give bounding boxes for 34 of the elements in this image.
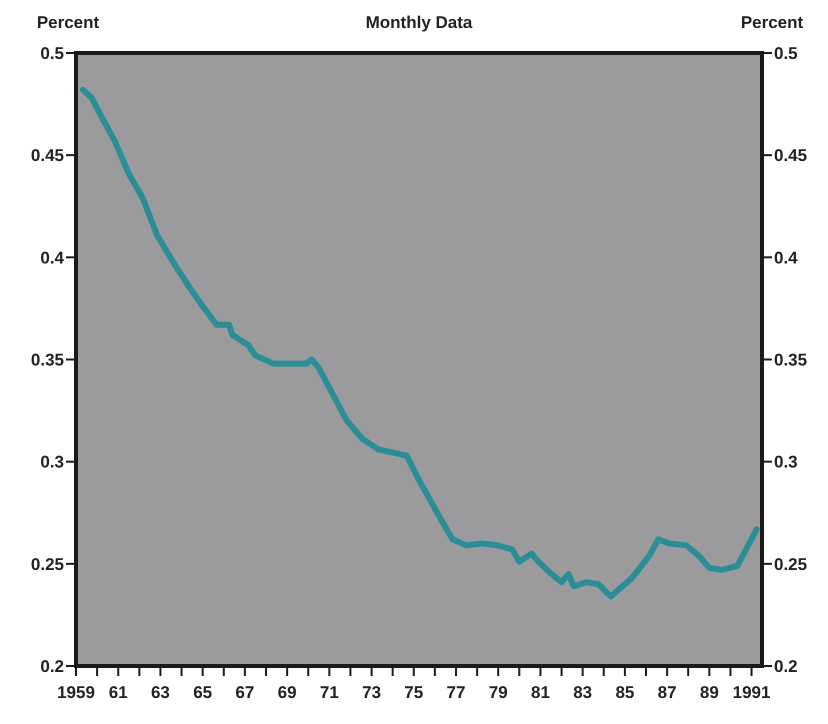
y2-tick-label: 0.4 bbox=[774, 248, 798, 268]
y2-tick-label: 0.45 bbox=[774, 146, 808, 166]
x-tick-label: 81 bbox=[531, 683, 550, 702]
y-axis-title: Percent bbox=[36, 13, 100, 32]
x-tick-label: 69 bbox=[278, 683, 297, 702]
y-tick-label: 0.4 bbox=[40, 248, 65, 268]
x-tick-label: 77 bbox=[446, 683, 466, 702]
x-tick-label: 75 bbox=[404, 683, 424, 702]
y-tick-label: 0.45 bbox=[30, 146, 64, 166]
y2-tick-label: 0.35 bbox=[774, 350, 808, 370]
x-tick-label: 61 bbox=[108, 683, 128, 702]
y-tick-label: 0.25 bbox=[30, 554, 64, 574]
y2-tick-label: 0.25 bbox=[774, 554, 808, 574]
x-tick-label: 1959 bbox=[57, 683, 95, 702]
x-tick-label: 73 bbox=[362, 683, 382, 702]
y2-tick-label: 0.2 bbox=[774, 656, 798, 676]
y-tick-label: 0.3 bbox=[40, 452, 64, 472]
y-tick-label: 0.5 bbox=[40, 44, 64, 63]
x-tick-label: 87 bbox=[658, 683, 677, 702]
y2-tick-label: 0.3 bbox=[774, 452, 798, 472]
x-tick-label: 65 bbox=[193, 683, 212, 702]
x-tick-label: 79 bbox=[488, 683, 508, 702]
y2-axis-title: Percent bbox=[740, 13, 804, 32]
chart-title: Monthly Data bbox=[366, 13, 473, 32]
y-tick-label: 0.35 bbox=[30, 350, 64, 370]
y2-tick-label: 0.5 bbox=[774, 44, 798, 63]
x-tick-label: 67 bbox=[235, 683, 254, 702]
x-tick-label: 63 bbox=[150, 683, 170, 702]
x-tick-label: 1991 bbox=[732, 683, 770, 702]
x-tick-label: 89 bbox=[700, 683, 719, 702]
x-tick-label: 85 bbox=[615, 683, 634, 702]
x-tick-label: 71 bbox=[320, 683, 339, 702]
y-tick-label: 0.2 bbox=[40, 656, 64, 676]
x-tick-label: 83 bbox=[573, 683, 592, 702]
